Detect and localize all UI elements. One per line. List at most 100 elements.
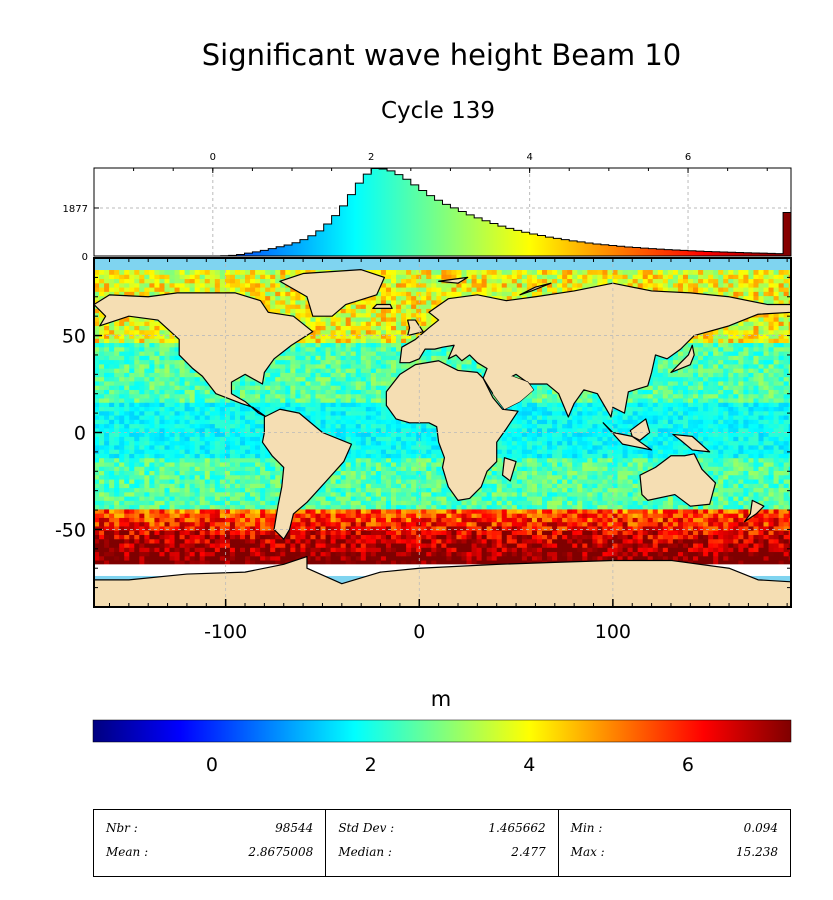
wave-height-cell — [557, 457, 563, 463]
wave-height-cell — [396, 521, 402, 527]
wave-height-cell — [587, 466, 593, 472]
wave-height-cell — [602, 483, 608, 489]
wave-height-cell — [275, 483, 281, 489]
wave-height-cell — [325, 427, 332, 433]
wave-height-cell — [194, 449, 201, 454]
wave-height-cell — [536, 440, 543, 446]
wave-height-cell — [511, 551, 518, 557]
wave-height-cell — [199, 423, 206, 429]
wave-height-cell — [234, 534, 241, 540]
wave-height-cell — [99, 415, 105, 420]
wave-height-cell — [124, 440, 130, 446]
wave-height-cell — [562, 419, 568, 425]
wave-height-cell — [552, 504, 558, 510]
wave-height-cell — [209, 444, 216, 450]
wave-height-cell — [199, 534, 206, 540]
wave-height-cell — [708, 513, 714, 518]
wave-height-cell — [582, 504, 588, 510]
wave-height-cell — [234, 461, 241, 467]
wave-height-cell — [552, 436, 558, 442]
wave-height-cell — [265, 487, 271, 493]
wave-height-cell — [275, 538, 281, 544]
wave-height-cell — [229, 513, 236, 518]
wave-height-cell — [733, 479, 739, 484]
wave-height-cell — [562, 504, 568, 510]
wave-height-cell — [154, 538, 160, 544]
wave-height-cell — [501, 551, 508, 557]
wave-height-cell — [693, 555, 699, 561]
wave-height-cell — [552, 440, 558, 446]
wave-height-cell — [642, 521, 649, 527]
wave-height-cell — [224, 440, 231, 446]
wave-height-cell — [682, 415, 689, 420]
wave-height-cell — [184, 436, 191, 442]
wave-height-cell — [134, 521, 140, 527]
wave-height-cell — [682, 419, 689, 425]
wave-height-cell — [139, 487, 145, 493]
wave-height-cell — [380, 521, 387, 527]
wave-height-cell — [154, 504, 160, 510]
wave-height-cell — [632, 479, 639, 484]
wave-height-cell — [411, 466, 417, 472]
wave-height-cell — [119, 547, 125, 553]
wave-height-cell — [375, 436, 382, 442]
wave-height-cell — [667, 423, 674, 429]
wave-height-cell — [159, 504, 165, 510]
wave-height-cell — [370, 449, 377, 454]
wave-height-cell — [350, 547, 357, 553]
wave-height-cell — [109, 525, 115, 531]
wave-height-cell — [340, 517, 347, 523]
wave-height-cell — [134, 457, 140, 463]
wave-height-cell — [365, 560, 372, 565]
wave-height-cell — [154, 483, 160, 489]
wave-height-cell — [506, 436, 513, 442]
wave-height-cell — [154, 500, 160, 506]
wave-height-cell — [677, 504, 684, 510]
wave-height-cell — [124, 432, 130, 437]
wave-height-cell — [159, 525, 165, 531]
wave-height-cell — [250, 461, 256, 467]
wave-height-cell — [214, 530, 221, 535]
wave-height-cell — [360, 560, 367, 565]
wave-height-cell — [562, 457, 568, 463]
wave-height-cell — [597, 487, 603, 493]
wave-height-cell — [657, 551, 664, 557]
wave-height-cell — [396, 440, 402, 446]
wave-height-cell — [567, 415, 573, 420]
wave-height-cell — [360, 410, 367, 416]
wave-height-cell — [124, 474, 130, 480]
wave-height-cell — [693, 415, 699, 420]
wave-height-cell — [476, 500, 483, 506]
wave-height-cell — [411, 440, 417, 446]
wave-height-cell — [119, 491, 125, 497]
wave-height-cell — [104, 483, 110, 489]
wave-height-cell — [194, 496, 201, 501]
wave-height-cell — [129, 521, 135, 527]
wave-height-cell — [597, 534, 603, 540]
wave-height-cell — [496, 479, 503, 484]
wave-height-cell — [149, 423, 155, 429]
wave-height-cell — [224, 500, 231, 506]
wave-height-cell — [557, 508, 563, 514]
wave-height-cell — [270, 491, 276, 497]
wave-height-cell — [753, 474, 759, 480]
wave-height-cell — [743, 487, 749, 493]
wave-height-cell — [491, 551, 498, 557]
wave-height-cell — [637, 551, 644, 557]
wave-height-cell — [547, 449, 553, 454]
wave-height-cell — [587, 453, 593, 459]
wave-height-cell — [214, 423, 221, 429]
wave-height-cell — [476, 508, 483, 514]
wave-height-cell — [672, 419, 679, 425]
wave-height-cell — [652, 449, 659, 454]
wave-height-cell — [577, 483, 583, 489]
wave-height-cell — [607, 508, 613, 514]
wave-height-cell — [234, 513, 241, 518]
wave-height-cell — [748, 466, 754, 472]
wave-height-cell — [99, 513, 105, 518]
wave-height-cell — [647, 457, 654, 463]
wave-height-cell — [164, 479, 171, 484]
wave-height-cell — [567, 466, 573, 472]
wave-height-cell — [114, 449, 120, 454]
wave-height-cell — [255, 551, 261, 557]
